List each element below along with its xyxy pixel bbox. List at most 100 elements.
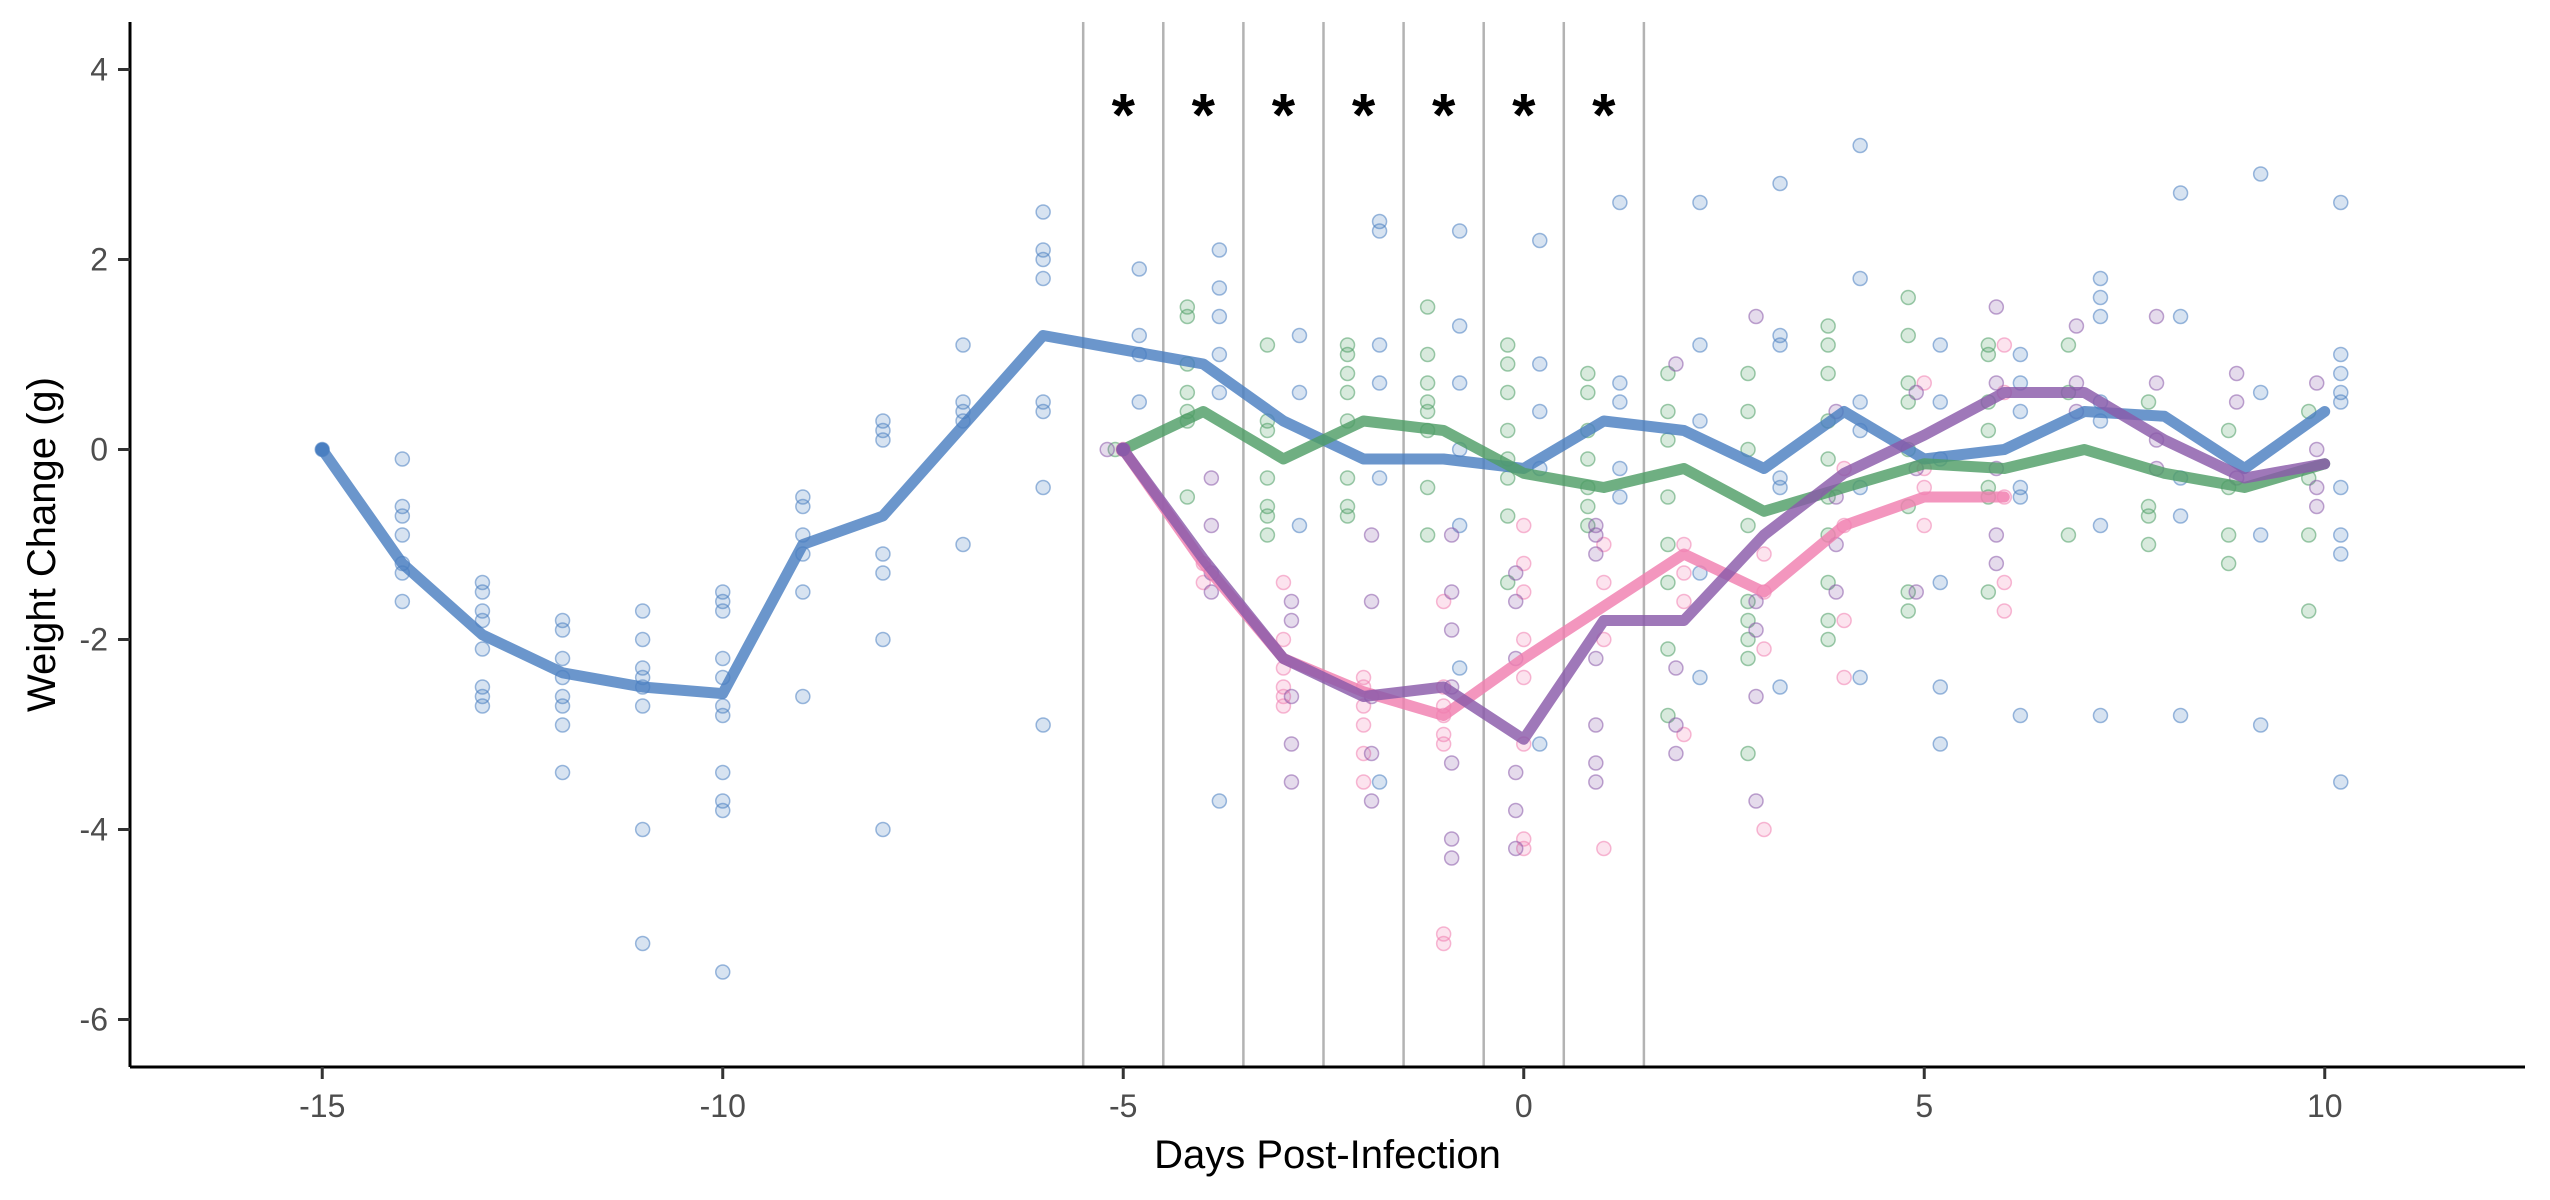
series-1-point xyxy=(2333,346,2349,363)
series-4-point xyxy=(1588,546,1604,562)
series-4-point xyxy=(1828,584,1844,600)
series-2-point xyxy=(2140,394,2157,410)
series-1-point xyxy=(554,717,571,733)
series-2-point xyxy=(1499,337,1516,353)
series-1-point xyxy=(1131,327,1148,344)
series-1-point xyxy=(1451,660,1468,676)
series-2-point xyxy=(1740,403,1756,420)
series-1-point xyxy=(1451,375,1468,391)
series-2-point xyxy=(1660,489,1676,505)
series-3-point xyxy=(1355,774,1372,790)
series-4-point xyxy=(2068,318,2085,334)
series-1-point xyxy=(2172,508,2189,524)
series-2-point xyxy=(1740,745,1756,762)
series-1-point xyxy=(2333,527,2349,543)
series-1-point xyxy=(1371,774,1388,790)
series-1-point xyxy=(2172,185,2189,201)
series-2-point xyxy=(1820,365,1836,382)
series-3-point xyxy=(1275,574,1292,591)
series-1-point xyxy=(1692,669,1708,686)
series-3-point xyxy=(1435,935,1452,952)
series-1-point xyxy=(2333,546,2349,562)
series-1-point xyxy=(1852,270,1868,287)
series-2-point xyxy=(1419,403,1436,420)
vertical-reference-lines xyxy=(1081,22,1646,1067)
series-1-point xyxy=(1131,394,1148,410)
series-1-point xyxy=(2092,289,2109,306)
axes xyxy=(118,22,2525,1079)
series-2-point xyxy=(1419,527,1436,543)
series-1-point xyxy=(2092,270,2109,287)
series-1-point xyxy=(1451,318,1468,334)
series-2-point xyxy=(1499,508,1516,524)
series-4-point xyxy=(1203,584,1220,600)
series-2-point xyxy=(2220,527,2237,543)
series-4-point xyxy=(1283,736,1300,752)
series-2-point xyxy=(1179,384,1196,401)
series-1-point xyxy=(795,688,811,705)
series-1-point xyxy=(795,584,811,600)
series-3-point xyxy=(1916,517,1932,534)
series-4-point xyxy=(1908,384,1924,401)
series-4-point xyxy=(1588,774,1604,790)
series-1-point xyxy=(714,650,731,667)
tick-labels: -15 -10 -5 0 5 10 -6 -4 -2 0 2 4 xyxy=(80,52,2343,1125)
series-4-start-point xyxy=(1116,442,1131,457)
series-1-point xyxy=(1131,261,1148,277)
series-2-point xyxy=(1499,422,1516,439)
series-1-point xyxy=(1772,175,1788,192)
series-1-point xyxy=(1291,384,1308,401)
series-2-point xyxy=(1660,403,1676,420)
series-1-point xyxy=(1692,337,1708,353)
series-1-point xyxy=(2092,517,2109,534)
series-2-point xyxy=(1179,308,1196,325)
x-axis-title: Days Post-Infection xyxy=(1154,1133,1501,1177)
series-1-point xyxy=(634,603,651,619)
series-3-point xyxy=(1836,669,1852,686)
series-1-point xyxy=(2333,394,2349,410)
series-1-point xyxy=(714,603,731,619)
x-tick-label: 0 xyxy=(1515,1088,1533,1124)
series-2-point xyxy=(1419,299,1436,315)
series-2-point xyxy=(1419,346,1436,363)
series-3-point xyxy=(1756,641,1772,657)
series-4-point xyxy=(1203,517,1220,534)
x-tick-label: 5 xyxy=(1915,1088,1933,1124)
series-4-point xyxy=(1748,688,1764,705)
series-1-point xyxy=(2012,707,2029,724)
series-1-point xyxy=(554,622,571,638)
series-1-point xyxy=(1211,793,1228,809)
series-2-point xyxy=(1820,451,1836,467)
series-3-point xyxy=(1676,565,1692,581)
series-1-point xyxy=(2172,308,2189,325)
series-4-point xyxy=(1588,755,1604,771)
series-4-point xyxy=(2308,375,2325,391)
series-1-point xyxy=(2092,707,2109,724)
series-4-point xyxy=(1443,622,1460,638)
series-1-point xyxy=(1371,375,1388,391)
series-4-point xyxy=(1668,745,1684,762)
series-2-point xyxy=(1820,612,1836,629)
series-2-point xyxy=(1980,422,1997,439)
series-1-point xyxy=(955,536,971,553)
series-2-point xyxy=(1980,346,1997,363)
series-1-point xyxy=(1692,194,1708,211)
series-4-point xyxy=(1588,527,1604,543)
significance-star: * xyxy=(1272,82,1296,149)
series-2-point xyxy=(1900,584,1916,600)
series-4-point xyxy=(2308,441,2325,458)
series-2-point xyxy=(1339,346,1356,363)
series-4-point xyxy=(2228,394,2245,410)
series-3-point xyxy=(1515,669,1532,686)
series-1-point xyxy=(875,546,891,562)
series-1-start-point xyxy=(315,442,330,457)
series-1-point xyxy=(1612,394,1628,410)
series-2-point xyxy=(1740,517,1756,534)
series-4-point xyxy=(2148,308,2165,325)
series-lines xyxy=(315,330,2331,745)
series-1-point xyxy=(1532,232,1548,249)
series-3-point xyxy=(1355,745,1372,762)
series-2-point xyxy=(1580,365,1596,382)
series-3-point xyxy=(1996,337,2013,353)
series-1-point xyxy=(2252,384,2269,401)
